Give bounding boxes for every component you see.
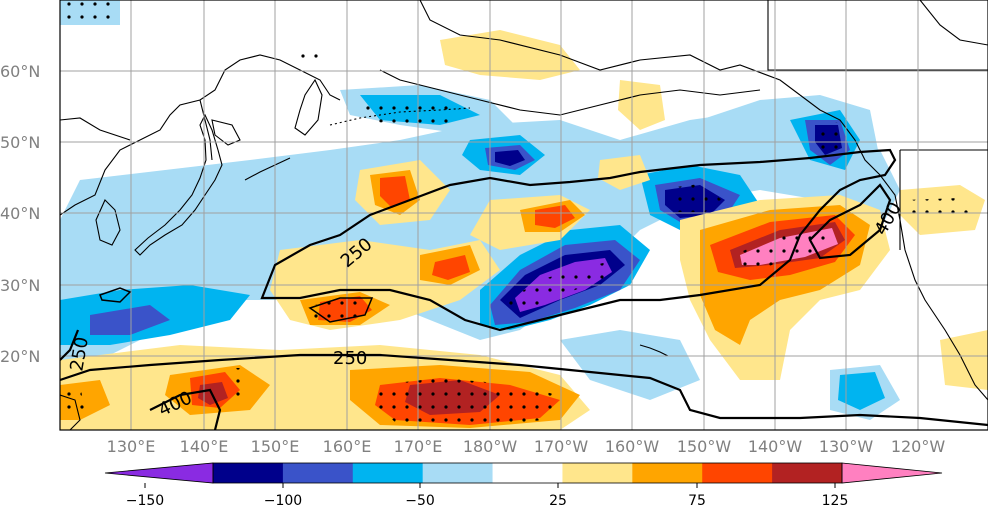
- lon-label: 160°E: [323, 437, 372, 456]
- colorbar: −150 −100 −50 25 75 125: [104, 462, 943, 509]
- lat-label: 40°N: [0, 204, 40, 223]
- lat-label: 50°N: [0, 133, 40, 152]
- lon-label: 150°W: [677, 437, 732, 456]
- colorbar-segment: [422, 463, 494, 483]
- lon-label: 140°E: [180, 437, 229, 456]
- grid-lines: [60, 0, 988, 430]
- lon-label: 170°W: [534, 437, 589, 456]
- colorbar-extend-max: [842, 463, 942, 483]
- contour-lines: [60, 148, 988, 430]
- colorbar-extend-min: [105, 463, 213, 483]
- colorbar-ticks: −150 −100 −50 25 75 125: [126, 483, 849, 509]
- colorbar-segment: [562, 463, 633, 483]
- colorbar-tick-label: −50: [405, 493, 435, 509]
- colorbar-segment: [772, 463, 843, 483]
- lon-label: 130°W: [819, 437, 874, 456]
- longitude-labels: 130°E 140°E 150°E 160°E 170°E 180°W 170°…: [107, 437, 946, 456]
- lon-label: 140°W: [748, 437, 803, 456]
- colorbar-segment: [492, 463, 563, 483]
- lat-label: 30°N: [0, 276, 40, 295]
- colorbar-outline: [212, 462, 843, 484]
- lon-label: 160°W: [605, 437, 660, 456]
- colorbar-segment: [352, 463, 424, 483]
- map-panel: 250 250 400 400 250: [60, 0, 988, 430]
- colorbar-segment: [632, 463, 703, 483]
- plot-frame: [59, 0, 988, 431]
- lon-label: 150°E: [251, 437, 300, 456]
- lon-label: 170°E: [394, 437, 443, 456]
- coastlines: [60, 0, 988, 430]
- colorbar-tick-label: 25: [549, 493, 567, 509]
- colorbar-tick-label: 125: [822, 493, 849, 509]
- contour-label: 250: [333, 348, 367, 369]
- colorbar-tick-label: −100: [264, 493, 302, 509]
- lon-label: 120°W: [891, 437, 946, 456]
- colorbar-segment: [282, 463, 354, 483]
- colorbar-tick-label: −150: [126, 493, 164, 509]
- lon-label: 180°W: [463, 437, 518, 456]
- lat-label: 60°N: [0, 62, 40, 81]
- lat-label: 20°N: [0, 347, 40, 366]
- colorbar-segment: [213, 463, 284, 483]
- colorbar-segment: [702, 463, 773, 483]
- latitude-labels: 60°N 50°N 40°N 30°N 20°N: [0, 62, 40, 366]
- lon-label: 130°E: [107, 437, 156, 456]
- colorbar-tick-label: 75: [688, 493, 706, 509]
- colorbar-segments: [105, 463, 942, 483]
